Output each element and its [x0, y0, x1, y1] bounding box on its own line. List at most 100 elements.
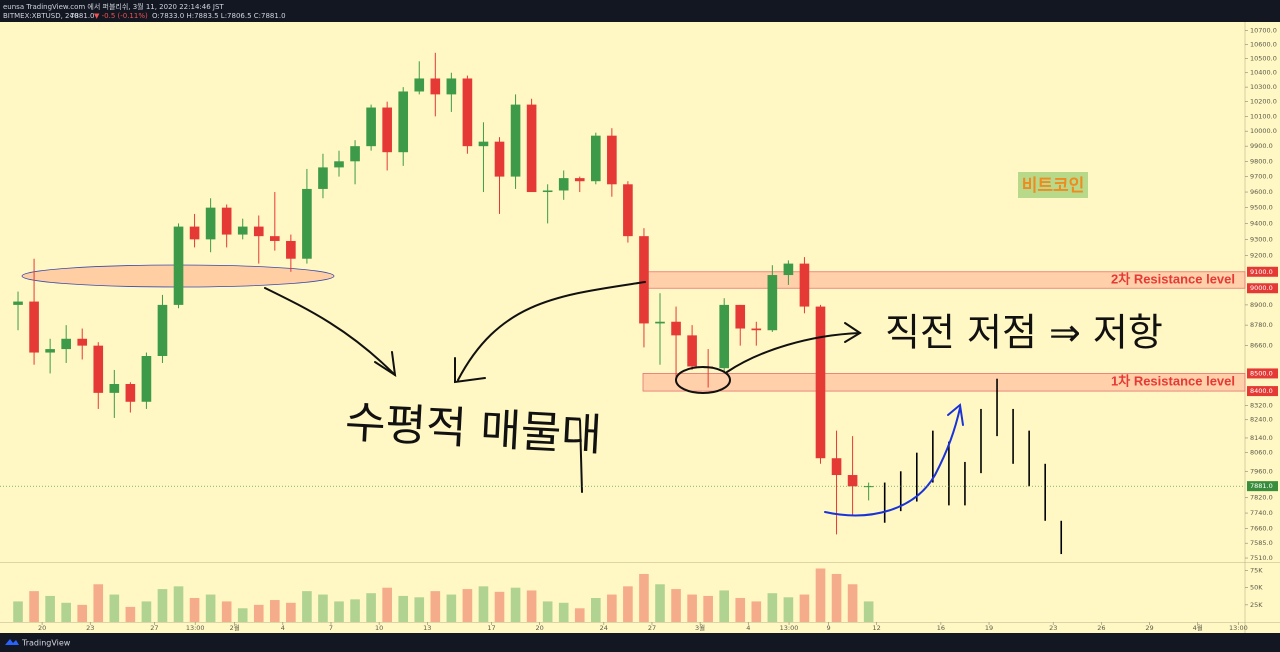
- y-tick-label: 7510.0: [1250, 554, 1273, 562]
- x-tick-label: 19: [985, 624, 993, 632]
- volume-bar: [286, 602, 296, 622]
- candle-body: [863, 486, 874, 488]
- candle-body: [831, 458, 842, 476]
- x-tick-label: 17: [487, 624, 495, 632]
- y-tick-label: 8780.0: [1250, 321, 1273, 329]
- candle-body: [478, 141, 489, 147]
- volume-bar: [13, 601, 23, 622]
- published-line: eunsa TradingView.com 에서 퍼블리쉬, 3월 11, 20…: [3, 2, 224, 11]
- low-circle: [675, 366, 731, 394]
- x-tick-label: 4: [281, 624, 285, 632]
- y-tick-label: 7960.0: [1250, 467, 1273, 475]
- candle-body: [558, 178, 569, 191]
- arrow: [457, 281, 646, 381]
- volume-bar: [77, 604, 88, 622]
- x-tick-label: 4: [746, 624, 750, 632]
- y-tick-label: 9600.0: [1250, 188, 1273, 196]
- candle-body: [157, 304, 168, 357]
- volume-bar: [125, 606, 136, 622]
- candle-body: [189, 226, 200, 240]
- price-label-box: [1247, 386, 1278, 397]
- candle-body: [607, 135, 617, 185]
- candle-body: [590, 135, 601, 182]
- candle-body: [141, 356, 152, 402]
- volume-bar: [318, 594, 328, 622]
- volume-bar: [446, 594, 457, 622]
- x-tick-label: 13:00: [1229, 624, 1248, 632]
- candle-body: [334, 161, 344, 168]
- price-label-box: [1247, 266, 1278, 277]
- x-tick-label: 29: [1145, 624, 1153, 632]
- volume-bar: [703, 595, 713, 622]
- volume-bar: [430, 591, 441, 622]
- candle-body: [767, 275, 778, 331]
- x-tick-label: 13:00: [186, 624, 205, 632]
- candle-body: [45, 349, 55, 353]
- brand-logo: [5, 639, 19, 645]
- x-tick-label: 12: [873, 624, 881, 632]
- price-label: 8500.0: [1250, 369, 1273, 377]
- x-tick-label: 20: [535, 624, 543, 632]
- volume-bar: [253, 604, 264, 622]
- candle-body: [318, 167, 328, 189]
- candle-body: [302, 188, 312, 259]
- volume-bar: [574, 608, 585, 622]
- y-tick-label: 8060.0: [1250, 449, 1273, 457]
- y-tick-label: 10500.0: [1250, 54, 1277, 62]
- price-label: 8400.0: [1250, 387, 1273, 395]
- title-label: 비트코인: [1022, 176, 1085, 196]
- candle-body: [687, 335, 697, 367]
- y-tick-label: 9200.0: [1250, 251, 1273, 259]
- y-tick-label: 10700.0: [1250, 26, 1277, 34]
- y-tick-label: 9800.0: [1250, 157, 1273, 165]
- x-tick-label: 23: [1049, 624, 1057, 632]
- volume-bar: [205, 594, 216, 622]
- brand: TradingView: [21, 639, 71, 648]
- y-tick-label: 7660.0: [1250, 525, 1273, 533]
- arrowhead: [947, 403, 964, 426]
- candle-body: [655, 321, 665, 324]
- volume-bar: [29, 591, 39, 622]
- candle-body: [847, 475, 858, 487]
- candle-body: [93, 345, 104, 393]
- x-tick-label: 4월: [1193, 623, 1203, 632]
- candle-body: [510, 104, 521, 177]
- candle-body: [815, 306, 826, 459]
- candle-body: [446, 78, 457, 95]
- y-tick-label: 8320.0: [1250, 401, 1273, 409]
- y-tick-label: 9300.0: [1250, 235, 1273, 243]
- volume-bar: [542, 601, 553, 622]
- volume-bar: [157, 589, 168, 622]
- volume-bar: [639, 573, 649, 622]
- candle-body: [430, 78, 441, 95]
- arrow: [264, 287, 396, 376]
- candle-body: [269, 236, 280, 241]
- arrowhead: [844, 322, 862, 343]
- volume-bar: [141, 601, 152, 622]
- x-tick-label: 13: [423, 624, 431, 632]
- volume-bar: [863, 601, 874, 622]
- volume-bar: [847, 584, 858, 622]
- x-tick-label: 26: [1097, 624, 1105, 632]
- blue-arrow: [824, 403, 964, 517]
- volume-bar: [366, 593, 376, 622]
- y-tick-label: 10300.0: [1250, 83, 1277, 91]
- x-tick-label: 7: [329, 624, 333, 632]
- resistance-zone: [642, 373, 1246, 392]
- volume-bar: [237, 608, 248, 622]
- volume-bar: [45, 595, 55, 622]
- symbol: BITMEX:XBTUSD, 240: [3, 12, 78, 20]
- volume-bar: [382, 587, 392, 622]
- header-bar: [0, 0, 1280, 22]
- x-tick-label: 10: [375, 624, 383, 632]
- y-tick-label: 8140.0: [1250, 434, 1273, 442]
- title-box: [1018, 172, 1088, 198]
- price-label-box: [1247, 283, 1278, 294]
- candle-body: [623, 184, 633, 237]
- zones: 2차 Resistance level 1차 Resistance level: [642, 271, 1246, 392]
- volume-bar: [783, 597, 794, 622]
- candle-body: [398, 91, 409, 153]
- candle-body: [382, 107, 392, 153]
- arrowhead: [374, 351, 397, 378]
